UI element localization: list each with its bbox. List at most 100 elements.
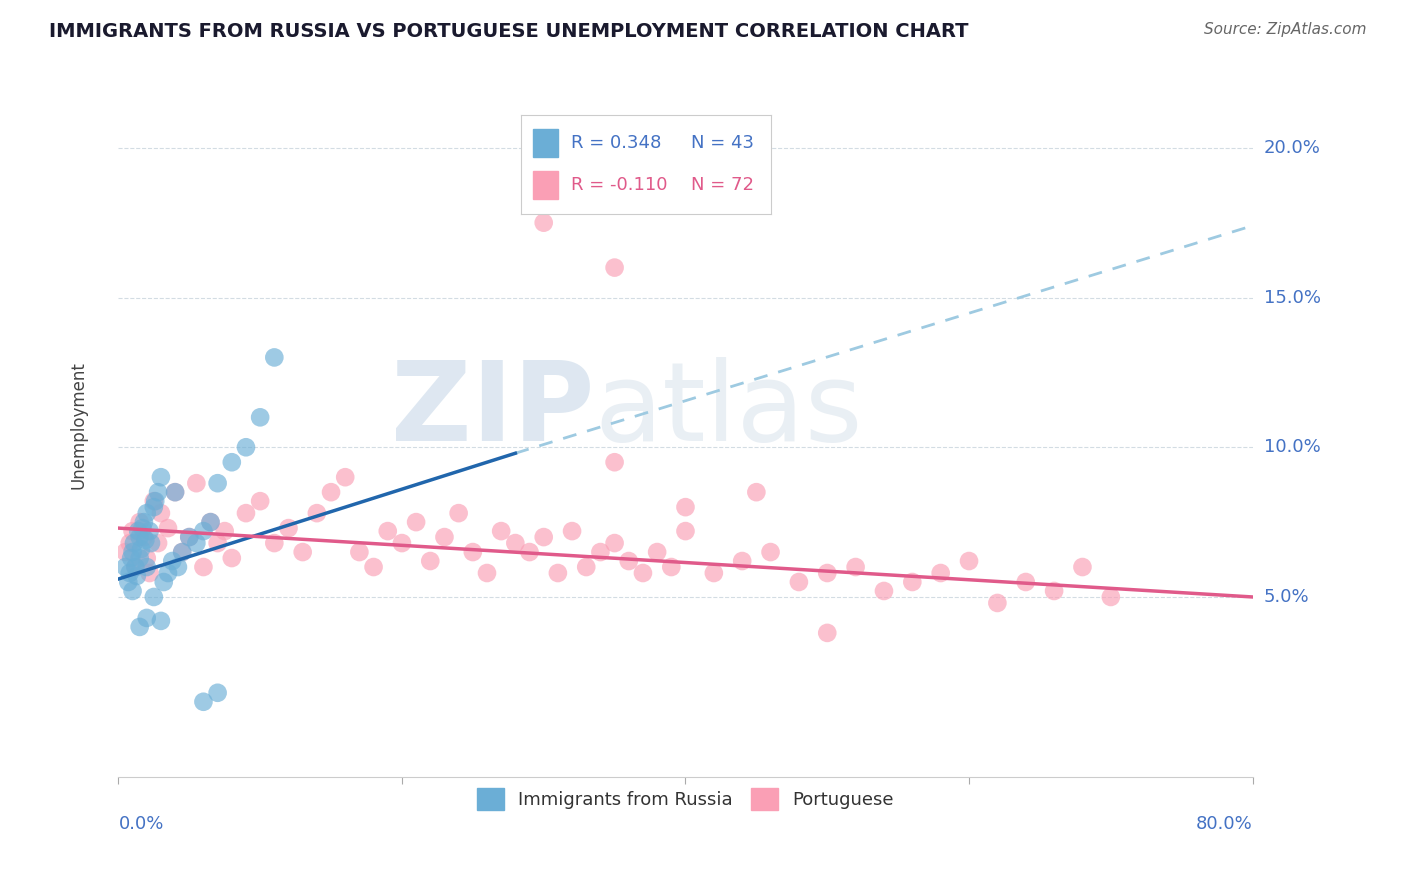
Text: 10.0%: 10.0% [1264, 438, 1320, 457]
Point [156, 521, 179, 535]
Point [132, 530, 155, 544]
Point [759, 545, 782, 559]
Text: 0.0%: 0.0% [118, 815, 163, 833]
Point [138, 524, 160, 538]
Text: 80.0%: 80.0% [1197, 815, 1253, 833]
Point [143, 494, 166, 508]
Point [986, 596, 1008, 610]
Text: 5.0%: 5.0% [1264, 588, 1309, 606]
Point [305, 506, 328, 520]
Text: atlas: atlas [595, 357, 863, 464]
Point [162, 554, 184, 568]
Point [142, 590, 165, 604]
Point [135, 551, 157, 566]
Point [533, 530, 555, 544]
Point [142, 494, 165, 508]
Point [149, 614, 172, 628]
Point [127, 524, 149, 538]
Point [419, 554, 441, 568]
Point [172, 545, 194, 559]
Point [461, 545, 484, 559]
Point [128, 620, 150, 634]
Point [603, 455, 626, 469]
Point [186, 536, 208, 550]
Point [135, 560, 157, 574]
Point [263, 351, 285, 365]
Point [179, 530, 201, 544]
Point [1043, 584, 1066, 599]
Point [221, 455, 243, 469]
Point [901, 574, 924, 589]
Point [291, 545, 314, 559]
Text: 20.0%: 20.0% [1264, 139, 1320, 157]
Point [200, 515, 222, 529]
Point [1071, 560, 1094, 574]
Text: Source: ZipAtlas.com: Source: ZipAtlas.com [1204, 22, 1367, 37]
Point [114, 560, 136, 574]
Text: 15.0%: 15.0% [1264, 288, 1320, 307]
Point [391, 536, 413, 550]
Point [249, 494, 271, 508]
Point [547, 566, 569, 580]
Point [377, 524, 399, 538]
Point [731, 554, 754, 568]
Point [124, 560, 146, 574]
Point [405, 515, 427, 529]
Point [118, 566, 141, 580]
Point [125, 569, 148, 583]
Text: Unemployment: Unemployment [70, 361, 87, 489]
Point [179, 530, 201, 544]
Point [505, 536, 527, 550]
Point [172, 545, 194, 559]
Point [447, 506, 470, 520]
Point [589, 545, 612, 559]
Point [929, 566, 952, 580]
Point [533, 216, 555, 230]
Point [186, 476, 208, 491]
Point [1099, 590, 1122, 604]
Point [675, 500, 697, 515]
Point [146, 485, 169, 500]
Point [214, 524, 236, 538]
Point [249, 410, 271, 425]
Point [128, 551, 150, 566]
Point [135, 611, 157, 625]
Point [128, 515, 150, 529]
Legend: Immigrants from Russia, Portuguese: Immigrants from Russia, Portuguese [470, 780, 901, 817]
Point [200, 515, 222, 529]
Point [114, 545, 136, 559]
Point [263, 536, 285, 550]
Point [475, 566, 498, 580]
Point [235, 440, 257, 454]
Point [335, 470, 357, 484]
Point [561, 524, 583, 538]
Point [142, 500, 165, 515]
Point [128, 530, 150, 544]
Text: IMMIGRANTS FROM RUSSIA VS PORTUGUESE UNEMPLOYMENT CORRELATION CHART: IMMIGRANTS FROM RUSSIA VS PORTUGUESE UNE… [49, 22, 969, 41]
Point [617, 554, 640, 568]
Point [815, 626, 838, 640]
Point [134, 533, 156, 547]
Point [149, 470, 172, 484]
Point [122, 536, 145, 550]
Point [787, 574, 810, 589]
Point [675, 524, 697, 538]
Point [519, 545, 541, 559]
Point [207, 536, 229, 550]
Point [433, 530, 456, 544]
Point [124, 560, 146, 574]
Point [845, 560, 868, 574]
Point [135, 506, 157, 520]
Point [121, 524, 143, 538]
Point [207, 476, 229, 491]
Point [156, 566, 179, 580]
Point [207, 686, 229, 700]
Point [349, 545, 371, 559]
Point [703, 566, 725, 580]
Point [131, 521, 153, 535]
Point [645, 545, 668, 559]
Point [815, 566, 838, 580]
Point [121, 545, 143, 559]
Point [165, 485, 187, 500]
Point [152, 574, 174, 589]
